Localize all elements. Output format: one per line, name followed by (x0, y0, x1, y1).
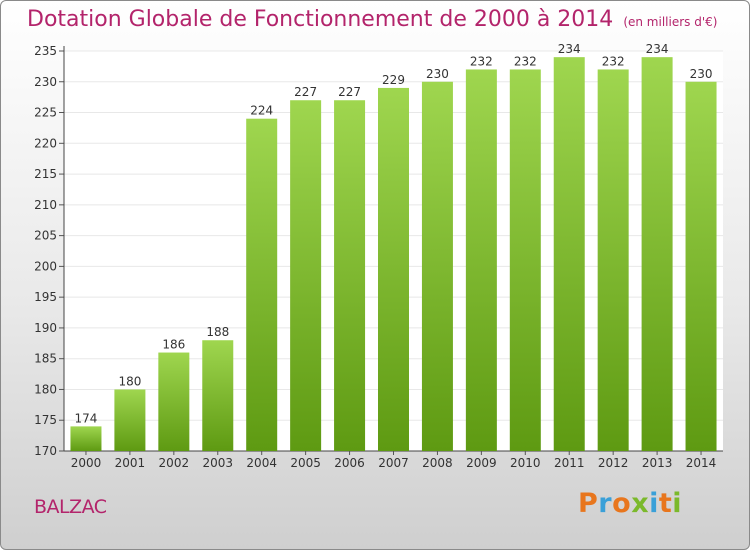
x-tick-label: 2006 (334, 456, 365, 470)
bar-2008 (421, 81, 453, 452)
bar-value-label: 224 (250, 104, 273, 118)
bar-2013 (641, 57, 673, 452)
bar-value-label: 230 (690, 67, 713, 81)
y-tick-label: 210 (34, 198, 57, 212)
bar-value-label: 180 (118, 374, 141, 388)
commune-name: BALZAC (34, 496, 107, 518)
y-tick-label: 225 (34, 106, 57, 120)
logo-letter: P (578, 488, 599, 519)
bar-value-label: 234 (646, 42, 669, 56)
bar-value-label: 230 (426, 67, 449, 81)
x-tick-label: 2005 (290, 456, 321, 470)
bar-2007 (378, 87, 409, 451)
y-tick-label: 195 (34, 290, 57, 304)
x-tick-label: 2009 (466, 456, 497, 470)
proxiti-logo: Proxiti (578, 488, 682, 519)
x-tick-label: 2012 (598, 456, 629, 470)
x-tick-label: 2003 (202, 456, 233, 470)
bar-2006 (334, 100, 366, 451)
y-tick-label: 230 (34, 75, 57, 89)
logo-letter: x (631, 488, 650, 519)
x-tick-label: 2010 (510, 456, 541, 470)
y-tick-label: 185 (34, 352, 57, 366)
x-tick-label: 2001 (115, 456, 146, 470)
bar-2001 (114, 389, 146, 451)
y-tick-label: 235 (34, 44, 57, 58)
x-tick-label: 2004 (246, 456, 277, 470)
y-tick-label: 170 (34, 444, 57, 458)
x-tick-label: 2002 (159, 456, 190, 470)
bar-value-label: 229 (382, 73, 405, 87)
bar-value-label: 174 (75, 411, 98, 425)
y-tick-label: 190 (34, 321, 57, 335)
y-tick-label: 205 (34, 229, 57, 243)
bar-2011 (553, 57, 585, 452)
y-tick-label: 220 (34, 136, 57, 150)
bar-2005 (290, 100, 322, 451)
bar-2012 (597, 69, 629, 451)
x-tick-label: 2008 (422, 456, 453, 470)
logo-letter: i (672, 488, 683, 519)
bar-value-label: 234 (558, 42, 581, 56)
chart-title-text: Dotation Globale de Fonctionnement de 20… (27, 7, 614, 32)
chart-unit: (en milliers d'€) (623, 15, 718, 29)
bar-value-label: 186 (162, 338, 185, 352)
bar-2009 (465, 69, 497, 451)
logo-letter: i (649, 488, 659, 519)
bar-2000 (70, 426, 102, 451)
chart-title: Dotation Globale de Fonctionnement de 20… (27, 7, 717, 32)
x-tick-label: 2014 (686, 456, 717, 470)
y-tick-label: 180 (34, 382, 57, 396)
bar-value-label: 227 (338, 85, 361, 99)
x-tick-label: 2013 (642, 456, 673, 470)
x-tick-label: 2007 (378, 456, 409, 470)
bar-value-label: 232 (602, 54, 625, 68)
bar-value-label: 232 (470, 54, 493, 68)
bar-2002 (158, 352, 190, 451)
bar-value-label: 188 (206, 325, 229, 339)
bar-value-label: 227 (294, 85, 317, 99)
bar-value-label: 232 (514, 54, 537, 68)
bar-2014 (685, 81, 717, 452)
y-tick-label: 175 (34, 413, 57, 427)
y-tick-label: 200 (34, 259, 57, 273)
y-tick-label: 215 (34, 167, 57, 181)
x-tick-label: 2000 (71, 456, 102, 470)
x-tick-label: 2011 (554, 456, 585, 470)
bar-2004 (246, 118, 278, 451)
logo-letter: o (612, 488, 632, 519)
logo-letter: r (598, 488, 613, 519)
bar-2003 (202, 340, 234, 451)
logo-letter: t (658, 488, 673, 519)
bar-2010 (509, 69, 541, 451)
